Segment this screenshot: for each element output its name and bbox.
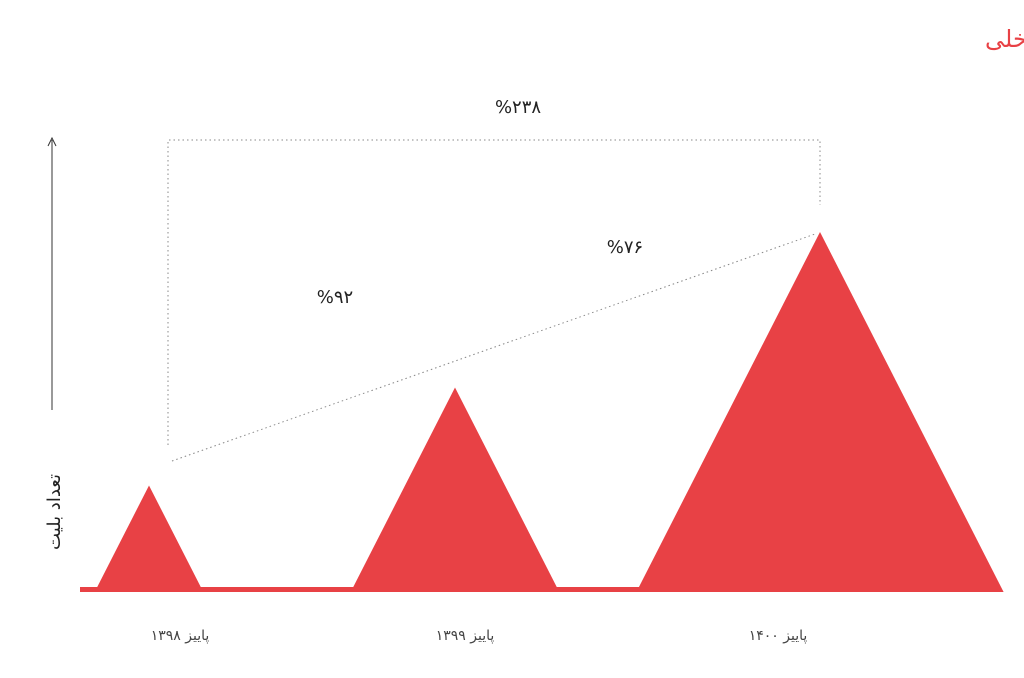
- arrow-head: [47, 136, 57, 147]
- triangle: [636, 232, 1004, 592]
- triangle: [94, 485, 204, 592]
- chart-title: فروش بلیت پرواز داخلی: [985, 25, 1024, 53]
- annotation: %۷۶: [607, 237, 643, 258]
- trend-line: [171, 233, 816, 462]
- bracket: [167, 139, 821, 445]
- annotation: %۲۳۸: [495, 97, 541, 118]
- y-axis-label: تعداد بلیت: [44, 474, 65, 550]
- x-tick-label: پاییز ۱۳۹۹: [436, 628, 495, 644]
- annotation: %۹۲: [317, 287, 353, 308]
- x-tick-label: پاییز ۱۴۰۰: [749, 628, 808, 644]
- triangle: [350, 387, 560, 592]
- x-tick-label: پاییز ۱۳۹۸: [151, 628, 210, 644]
